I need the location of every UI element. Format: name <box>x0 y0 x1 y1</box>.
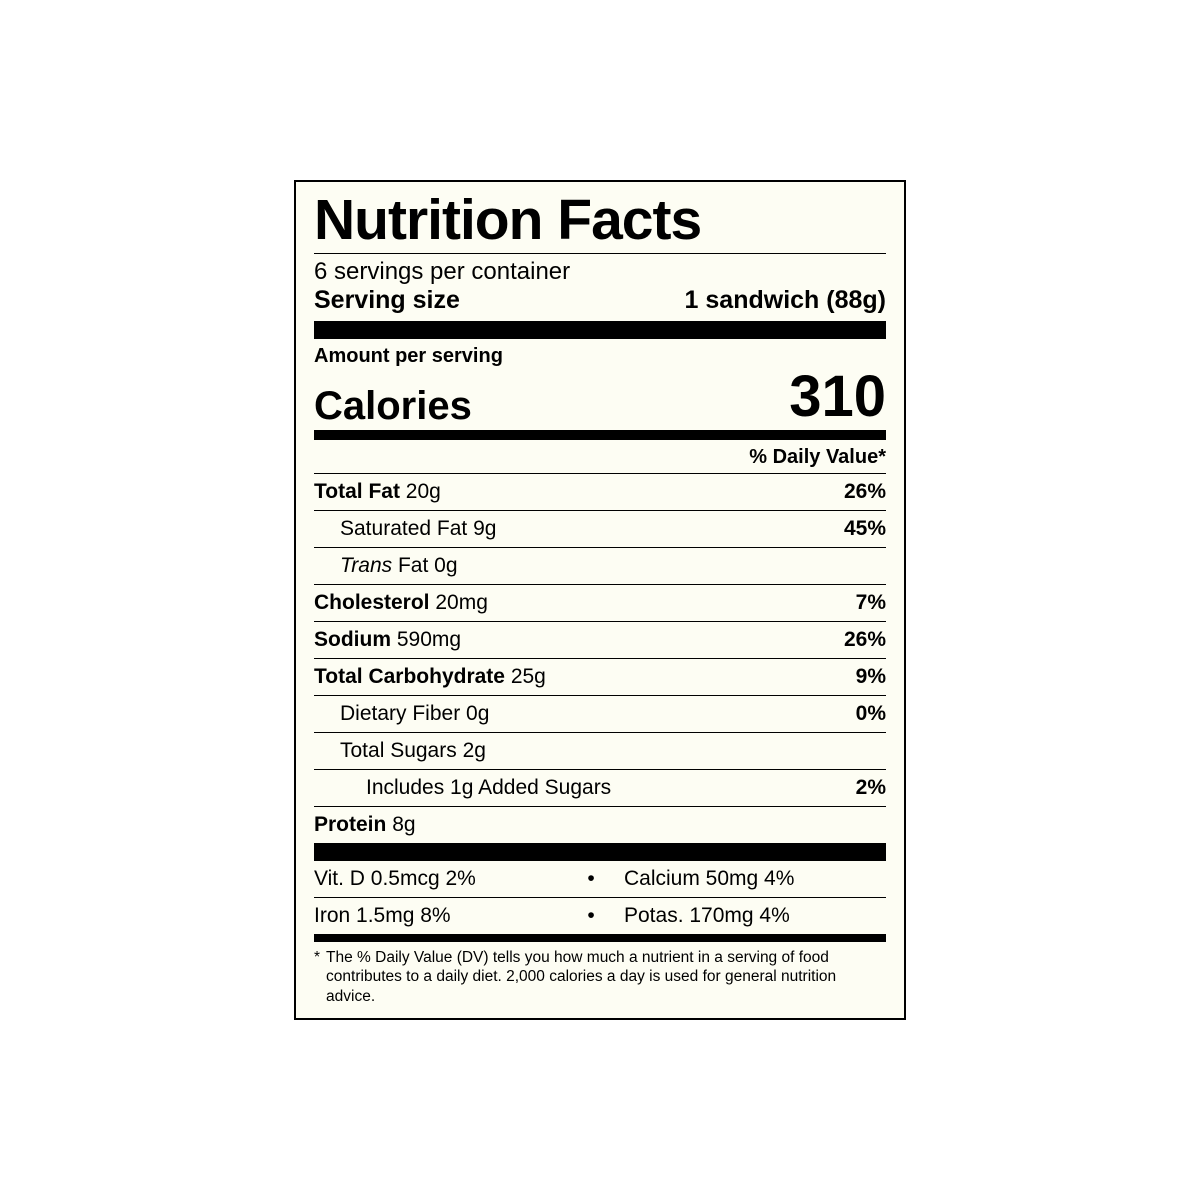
row-sodium: Sodium 590mg 26% <box>314 621 886 658</box>
calcium: Calcium 50mg 4% <box>606 867 886 891</box>
sodium-amount: 590mg <box>397 628 461 651</box>
nutrition-facts-label: Nutrition Facts 6 servings per container… <box>294 180 906 1020</box>
row-cholesterol: Cholesterol 20mg 7% <box>314 584 886 621</box>
protein-label: Protein <box>314 813 386 836</box>
added-sugars-dv: 2% <box>856 776 886 800</box>
total-fat-label: Total Fat <box>314 480 400 503</box>
footnote-star: * <box>314 948 326 1006</box>
servings-per-container: 6 servings per container <box>314 254 886 286</box>
total-fat-dv: 26% <box>844 480 886 504</box>
trans-fat-prefix: Trans <box>340 554 392 577</box>
cholesterol-label: Cholesterol <box>314 591 430 614</box>
row-total-carb: Total Carbohydrate 25g 9% <box>314 658 886 695</box>
footnote: * The % Daily Value (DV) tells you how m… <box>314 942 886 1006</box>
serving-size-row: Serving size 1 sandwich (88g) <box>314 286 886 321</box>
serving-size-label: Serving size <box>314 286 460 315</box>
vitamin-row-2: Iron 1.5mg 8% • Potas. 170mg 4% <box>314 897 886 934</box>
thick-bar-2 <box>314 843 886 861</box>
added-sugars-text: Includes 1g Added Sugars <box>314 776 611 800</box>
sugars-amount: 2g <box>463 739 486 762</box>
dot-icon: • <box>576 904 606 928</box>
medium-bar <box>314 430 886 440</box>
row-sat-fat: Saturated Fat 9g 45% <box>314 510 886 547</box>
row-total-fat: Total Fat 20g 26% <box>314 473 886 510</box>
total-fat-amount: 20g <box>406 480 441 503</box>
sugars-label: Total Sugars <box>340 739 457 762</box>
dv-header: % Daily Value* <box>314 440 886 473</box>
trans-fat-suffix: Fat 0g <box>392 554 457 577</box>
title: Nutrition Facts <box>314 192 886 253</box>
footnote-text: The % Daily Value (DV) tells you how muc… <box>326 948 886 1006</box>
calories-row: Calories 310 <box>314 368 886 430</box>
cholesterol-dv: 7% <box>856 591 886 615</box>
thick-bar <box>314 321 886 339</box>
fiber-amount: 0g <box>466 702 489 725</box>
sodium-dv: 26% <box>844 628 886 652</box>
sodium-label: Sodium <box>314 628 391 651</box>
row-protein: Protein 8g <box>314 806 886 843</box>
total-carb-amount: 25g <box>511 665 546 688</box>
thin-bar <box>314 934 886 942</box>
sat-fat-dv: 45% <box>844 517 886 541</box>
row-fiber: Dietary Fiber 0g 0% <box>314 695 886 732</box>
sat-fat-amount: 9g <box>473 517 496 540</box>
cholesterol-amount: 20mg <box>435 591 488 614</box>
vit-d: Vit. D 0.5mcg 2% <box>314 867 576 891</box>
total-carb-label: Total Carbohydrate <box>314 665 505 688</box>
serving-size-value: 1 sandwich (88g) <box>685 286 886 315</box>
calories-label: Calories <box>314 386 472 426</box>
fiber-dv: 0% <box>856 702 886 726</box>
total-carb-dv: 9% <box>856 665 886 689</box>
vitamin-row-1: Vit. D 0.5mcg 2% • Calcium 50mg 4% <box>314 861 886 897</box>
fiber-label: Dietary Fiber <box>340 702 460 725</box>
potassium: Potas. 170mg 4% <box>606 904 886 928</box>
sat-fat-label: Saturated Fat <box>340 517 467 540</box>
row-sugars: Total Sugars 2g <box>314 732 886 769</box>
protein-amount: 8g <box>392 813 415 836</box>
row-trans-fat: Trans Fat 0g <box>314 547 886 584</box>
iron: Iron 1.5mg 8% <box>314 904 576 928</box>
dot-icon: • <box>576 867 606 891</box>
row-added-sugars: Includes 1g Added Sugars 2% <box>314 769 886 806</box>
calories-value: 310 <box>789 368 886 426</box>
